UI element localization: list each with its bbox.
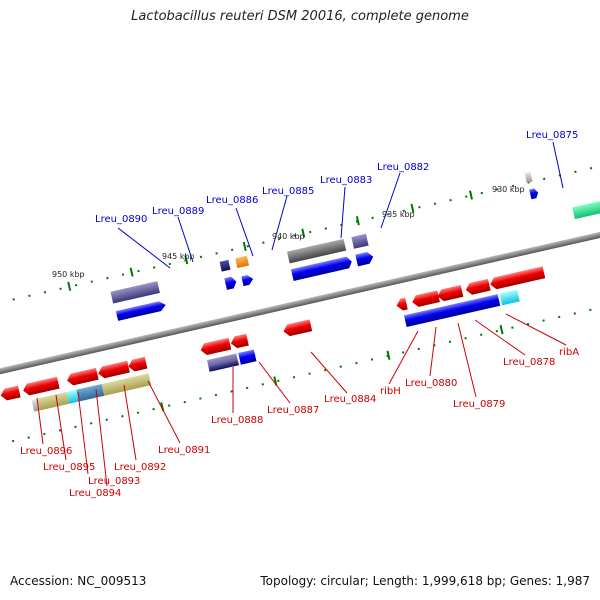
major-ticks (67, 190, 504, 412)
label-Lreu_0886[interactable]: Lreu_0886 (206, 195, 258, 206)
gene-Lreu_0891[interactable] (127, 356, 148, 373)
label-Lreu_0885[interactable]: Lreu_0885 (262, 186, 314, 197)
label-Lreu_0888[interactable]: Lreu_0888 (211, 415, 263, 426)
reverse-leader-lines (36, 313, 567, 487)
gene-Lreu_0875[interactable] (529, 188, 539, 200)
label-Lreu_0880[interactable]: Lreu_0880 (405, 378, 457, 389)
label-Lreu_0883[interactable]: Lreu_0883 (320, 175, 372, 186)
map-title: Lactobacillus reuteri DSM 20016, complet… (131, 9, 469, 24)
label-Lreu_0895[interactable]: Lreu_0895 (43, 462, 95, 473)
scale-label-935: 935 kbp (382, 210, 415, 219)
label-ribA[interactable]: ribA (559, 347, 579, 358)
label-Lreu_0891[interactable]: Lreu_0891 (158, 445, 210, 456)
label-Lreu_0894[interactable]: Lreu_0894 (69, 488, 121, 499)
label-Lreu_0879[interactable]: Lreu_0879 (453, 399, 505, 410)
gene-Lreu_0896[interactable] (0, 385, 21, 402)
reverse-gene-row (0, 266, 546, 402)
gene-Lreu_0887[interactable] (230, 333, 249, 349)
gene-ribA[interactable] (489, 266, 546, 290)
label-Lreu_0884[interactable]: Lreu_0884 (324, 394, 376, 405)
scale-label-930: 930 kbp (492, 185, 525, 194)
label-Lreu_0889[interactable]: Lreu_0889 (152, 206, 204, 217)
forward-gene-row (115, 188, 539, 321)
gene-Lreu_0888[interactable] (199, 337, 232, 356)
gene-Lreu_0882[interactable] (355, 251, 374, 267)
gene-Lreu_0879[interactable] (436, 285, 464, 302)
gene-Lreu_0893[interactable] (66, 367, 99, 387)
forward-leader-lines (117, 141, 564, 269)
gene-ribH[interactable] (395, 297, 408, 312)
gene-Lreu_0885[interactable] (241, 274, 254, 287)
gene-Lreu_0890[interactable] (115, 300, 167, 321)
gene-Lreu_0880[interactable] (411, 290, 440, 308)
forward-category-row (110, 171, 600, 304)
gene-Lreu_0892[interactable] (97, 360, 130, 380)
scale-label-940: 940 kbp (272, 232, 305, 241)
reverse-category-row (31, 289, 520, 412)
gene-Lreu_0886[interactable] (224, 276, 237, 290)
label-Lreu_0892[interactable]: Lreu_0892 (114, 462, 166, 473)
accession-text: Accession: NC_009513 (10, 574, 147, 588)
label-Lreu_0893[interactable]: Lreu_0893 (88, 476, 140, 487)
gene-Lreu_0878[interactable] (465, 278, 491, 296)
label-Lreu_0887[interactable]: Lreu_0887 (267, 405, 319, 416)
label-Lreu_0890[interactable]: Lreu_0890 (95, 214, 147, 225)
scale-label-950: 950 kbp (52, 270, 85, 279)
label-Lreu_0882[interactable]: Lreu_0882 (377, 162, 429, 173)
label-Lreu_0878[interactable]: Lreu_0878 (503, 357, 555, 368)
genome-summary-text: Topology: circular; Length: 1,999,618 bp… (260, 574, 590, 588)
scale-label-945: 945 kbp (162, 252, 195, 261)
label-Lreu_0875[interactable]: Lreu_0875 (526, 130, 578, 141)
gene-Lreu_0884[interactable] (282, 319, 313, 337)
gene-Lreu_0895[interactable] (22, 376, 60, 397)
label-Lreu_0896[interactable]: Lreu_0896 (20, 446, 72, 457)
genome-backbone (0, 220, 600, 386)
label-ribH[interactable]: ribH (380, 386, 401, 397)
gene-Lreu_0883[interactable] (290, 256, 353, 281)
